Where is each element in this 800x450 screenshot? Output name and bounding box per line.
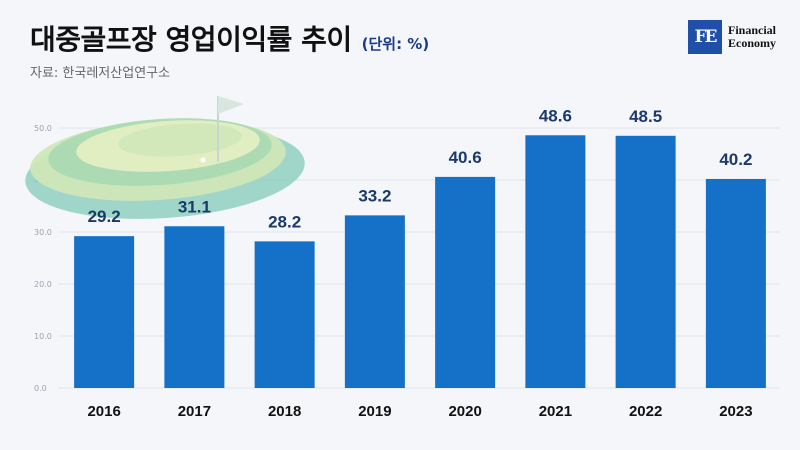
- logo-mark: FE: [687, 20, 722, 54]
- logo-text: Financial Economy: [728, 24, 776, 50]
- logo-line-2: Economy: [727, 36, 776, 50]
- x-tick-label: 2020: [448, 403, 481, 420]
- data-label: 29.2: [88, 207, 121, 226]
- bar: [525, 135, 586, 388]
- data-label: 28.2: [268, 212, 301, 231]
- y-tick-label: 20.0: [34, 280, 52, 289]
- bar: [164, 226, 225, 388]
- golf-green-illustration: [25, 96, 305, 219]
- data-label: 40.6: [449, 148, 482, 167]
- logo-line-1: Financial: [727, 23, 776, 37]
- y-tick-label: 10.0: [34, 332, 52, 341]
- data-label: 40.2: [719, 150, 752, 169]
- y-tick-label: 0.0: [34, 384, 47, 393]
- labels-layer: 29.2 2016 31.1 2017 28.2 2018 33.2 2019 40.6 2020…: [87, 106, 752, 420]
- unit-label: (단위: %): [361, 35, 430, 53]
- title-row: 대중골프장 영업이익률 추이 (단위: %): [30, 18, 429, 58]
- bars-layer: [74, 135, 766, 388]
- y-tick-label: 30.0: [34, 228, 52, 237]
- bar: [344, 215, 405, 388]
- source-label: 자료: 한국레저산업연구소: [30, 66, 171, 81]
- x-tick-label: 2022: [629, 403, 662, 420]
- bar: [74, 236, 135, 388]
- bar: [254, 241, 315, 388]
- x-tick-label: 2016: [87, 403, 120, 420]
- logo: FE Financial Economy: [687, 20, 776, 54]
- x-tick-label: 2017: [178, 403, 211, 420]
- bar: [435, 176, 496, 388]
- data-label: 33.2: [358, 186, 391, 205]
- x-tick-label: 2023: [719, 403, 752, 420]
- bar: [705, 178, 766, 388]
- data-label: 31.1: [178, 197, 211, 216]
- x-tick-label: 2018: [268, 403, 301, 420]
- data-label: 48.5: [629, 107, 662, 126]
- chart-title: 대중골프장 영업이익률 추이: [30, 23, 352, 56]
- x-tick-label: 2019: [358, 403, 391, 420]
- data-label: 48.6: [539, 106, 572, 125]
- x-tick-label: 2021: [539, 403, 572, 420]
- y-tick-label: 50.0: [34, 124, 52, 133]
- bar: [615, 135, 676, 388]
